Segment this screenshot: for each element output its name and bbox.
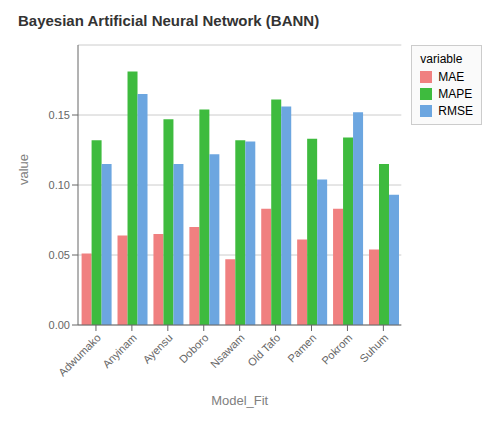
html-text:RMSE: RMSE <box>438 104 473 118</box>
html-text:MAPE: MAPE <box>438 87 473 101</box>
svg-text:Pokrom: Pokrom <box>319 331 354 366</box>
svg-text:Suhum: Suhum <box>357 331 390 364</box>
svg-text:0.10: 0.10 <box>49 179 70 191</box>
svg-text:0.15: 0.15 <box>49 109 70 121</box>
svg-text:Model_Fit: Model_Fit <box>211 393 268 408</box>
svg-text:0.00: 0.00 <box>49 319 70 331</box>
svg-text:Old Tafo: Old Tafo <box>245 331 282 368</box>
svg-text:Ayensu: Ayensu <box>140 331 174 365</box>
html-text:variable: variable <box>420 52 463 66</box>
svg-text:Anyinam: Anyinam <box>100 331 139 370</box>
svg-text:Nsawam: Nsawam <box>208 331 247 370</box>
html-text:MAE: MAE <box>438 70 465 84</box>
svg-text:0.05: 0.05 <box>49 249 70 261</box>
svg-text:value: value <box>16 154 31 185</box>
svg-text:Adwumako: Adwumako <box>56 331 103 378</box>
html-text:Bayesian Artificial Neural Net: Bayesian Artificial Neural Network (BANN… <box>18 12 320 29</box>
svg-text:Doboro: Doboro <box>177 331 211 365</box>
svg-text:Pamen: Pamen <box>285 331 318 364</box>
